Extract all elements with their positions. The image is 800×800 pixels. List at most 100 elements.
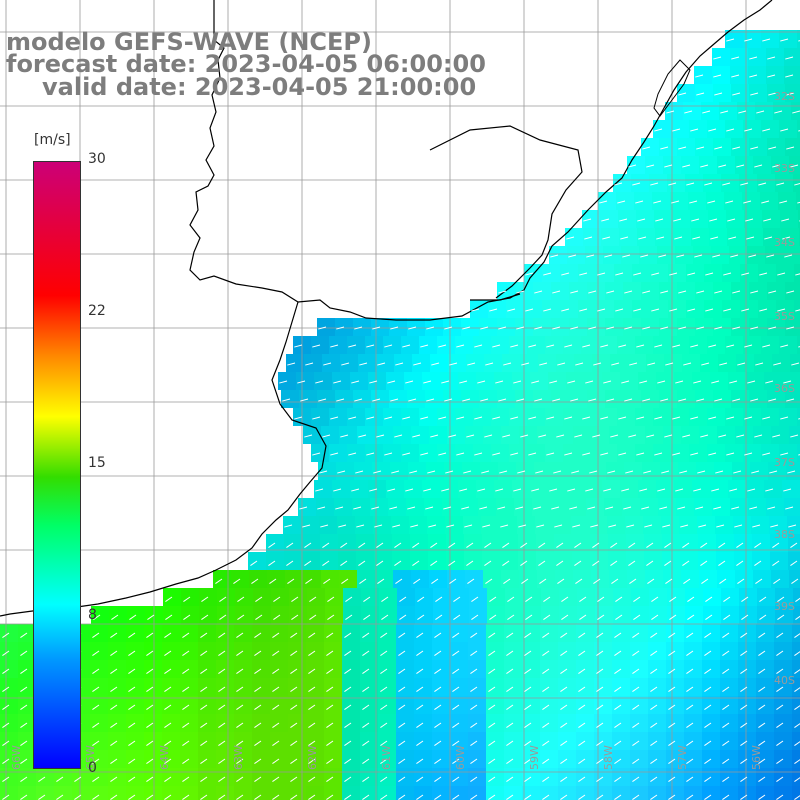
- wind-arrow: [434, 776, 442, 782]
- wind-arrow: [758, 686, 766, 692]
- wind-cell: [414, 786, 432, 800]
- wind-arrow: [593, 578, 601, 584]
- wind-arrow: [626, 524, 635, 528]
- wind-arrow: [387, 488, 396, 492]
- wind-arrow: [498, 326, 507, 330]
- wind-arrow: [398, 650, 406, 656]
- wind-arrow: [776, 776, 784, 782]
- wind-arrow: [533, 506, 542, 510]
- wind-arrow: [272, 740, 280, 746]
- wind-arrow: [678, 92, 687, 96]
- wind-arrow: [340, 434, 349, 438]
- wind-arrow: [633, 272, 642, 276]
- wind-arrow: [464, 524, 473, 528]
- wind-arrow: [434, 722, 442, 728]
- wind-arrow: [690, 452, 699, 456]
- wind-arrow: [255, 614, 263, 620]
- wind-arrow: [704, 776, 712, 782]
- colorbar-tick-22: 22: [88, 303, 106, 319]
- wind-arrow: [340, 560, 348, 566]
- wind-arrow: [284, 524, 293, 528]
- wind-arrow: [632, 632, 640, 638]
- wind-arrow: [373, 470, 382, 474]
- wind-arrow: [337, 470, 346, 474]
- longitude-label: 63W: [232, 745, 245, 770]
- wind-arrow: [780, 344, 789, 348]
- wind-arrow: [715, 470, 724, 474]
- wind-arrow: [578, 632, 586, 638]
- wind-arrow: [668, 686, 676, 692]
- wind-arrow: [315, 380, 324, 384]
- wind-arrow: [696, 92, 705, 96]
- wind-cell: [540, 786, 558, 800]
- wind-arrow: [448, 560, 456, 566]
- wind-arrow: [582, 344, 591, 348]
- wind-cell: [792, 768, 800, 786]
- wind-arrow: [380, 650, 388, 656]
- wind-arrow: [646, 434, 655, 438]
- wind-arrow: [362, 740, 370, 746]
- wind-arrow: [642, 146, 651, 150]
- wind-arrow: [452, 668, 460, 674]
- wind-arrow: [445, 470, 454, 474]
- wind-arrow: [272, 632, 280, 638]
- wind-arrow: [236, 632, 244, 638]
- wind-arrow: [722, 794, 730, 800]
- wind-arrow: [416, 704, 424, 710]
- wind-arrow: [290, 758, 298, 764]
- wind-arrow: [597, 614, 605, 620]
- wind-arrow: [416, 776, 424, 782]
- wind-arrow: [480, 398, 489, 402]
- wind-arrow: [363, 614, 371, 620]
- wind-arrow: [2, 758, 10, 764]
- wind-arrow: [669, 596, 677, 602]
- wind-arrow: [734, 524, 743, 528]
- wind-arrow: [651, 596, 659, 602]
- wind-arrow: [420, 416, 429, 420]
- wind-arrow: [402, 344, 411, 348]
- wind-arrow: [578, 668, 586, 674]
- wind-arrow: [236, 722, 244, 728]
- wind-arrow: [416, 650, 424, 656]
- wind-arrow: [786, 92, 795, 96]
- wind-arrow: [164, 740, 172, 746]
- wind-arrow: [518, 524, 527, 528]
- wind-arrow: [398, 794, 406, 800]
- wind-arrow: [758, 740, 766, 746]
- wind-cell: [789, 156, 800, 174]
- wind-arrow: [56, 794, 64, 800]
- wind-arrow: [615, 614, 623, 620]
- wind-arrow: [488, 668, 496, 674]
- wind-arrow: [646, 164, 655, 168]
- wind-arrow: [507, 308, 516, 312]
- wind-arrow: [430, 560, 438, 566]
- wind-arrow: [625, 470, 634, 474]
- wind-arrow: [110, 794, 118, 800]
- wind-arrow: [762, 128, 771, 132]
- wind-cell: [792, 660, 800, 678]
- wind-arrow: [692, 236, 701, 240]
- wind-arrow: [128, 740, 136, 746]
- wind-arrow: [658, 254, 667, 258]
- wind-arrow: [444, 398, 453, 402]
- wind-arrow: [736, 560, 744, 566]
- wind-arrow: [497, 506, 506, 510]
- wind-arrow: [506, 686, 514, 692]
- wind-arrow: [668, 722, 676, 728]
- wind-arrow: [765, 380, 774, 384]
- wind-cell: [72, 786, 90, 800]
- wind-arrow: [651, 272, 660, 276]
- wind-arrow: [362, 632, 370, 638]
- wind-arrow: [740, 722, 748, 728]
- wind-arrow: [254, 704, 262, 710]
- wind-arrow: [597, 596, 605, 602]
- wind-arrow: [479, 506, 488, 510]
- wind-arrow: [749, 56, 758, 60]
- wind-arrow: [600, 452, 609, 456]
- wind-arrow: [420, 344, 429, 348]
- wind-arrow: [287, 362, 296, 366]
- wind-cell: [342, 786, 360, 800]
- longitude-label: 65W: [84, 745, 97, 770]
- wind-arrow: [290, 794, 298, 800]
- wind-cell: [396, 786, 414, 800]
